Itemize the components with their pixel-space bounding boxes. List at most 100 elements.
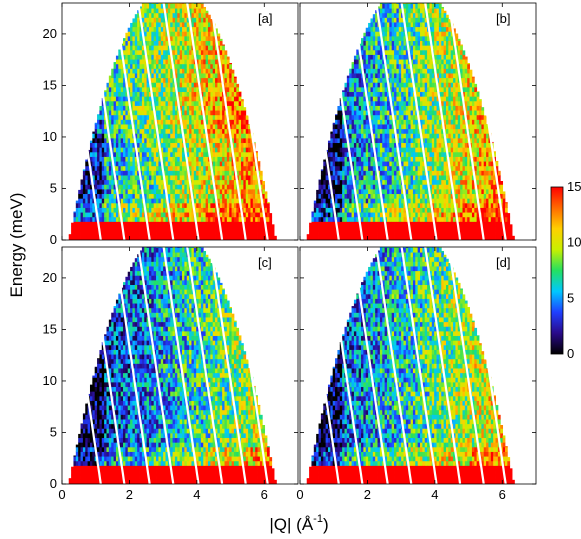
heatmap-cell [92,179,96,185]
heatmap-cell [219,188,223,195]
heatmap-cell [226,226,230,232]
heatmap-cell [153,193,157,199]
heatmap-cell [104,90,107,93]
heatmap-cell [205,91,209,97]
heatmap-cell [396,59,400,65]
heatmap-cell [146,91,150,97]
heatmap-cell [342,119,345,125]
heatmap-cell [266,216,270,222]
heatmap-cell [106,212,110,218]
heatmap-cell [203,170,207,176]
heatmap-cell [320,188,324,195]
heatmap-cell [231,170,235,176]
heatmap-cell [403,3,407,9]
heatmap-cell [167,170,171,176]
heatmap-cell [408,165,411,171]
heatmap-cell [344,226,348,232]
heatmap-cell [370,54,374,60]
heatmap-cell [252,184,256,190]
heatmap-cell [141,142,145,148]
heatmap-cell [337,110,341,116]
heatmap-cell [386,198,390,204]
heatmap-cell [156,35,159,42]
heatmap-cell [389,77,393,83]
heatmap-cell [186,137,190,144]
heatmap-cell [172,110,176,116]
heatmap-cell [160,226,164,232]
heatmap-cell [94,235,98,240]
heatmap-cell [342,207,345,213]
heatmap-cell [193,147,197,153]
heatmap-cell [412,26,416,32]
heatmap-cell [205,35,209,42]
heatmap-cell [370,179,374,185]
heatmap-cell [330,151,334,157]
heatmap-cell [238,124,242,130]
heatmap-cell [370,137,374,144]
heatmap-cell [236,133,240,139]
heatmap-cell [405,175,409,181]
heatmap-cell [167,221,171,227]
heatmap-cell [245,207,249,213]
heatmap-cell [193,133,197,139]
heatmap-cell [231,82,235,88]
heatmap-cell [167,179,171,185]
heatmap-cell [241,179,244,185]
heatmap-cell [158,26,162,32]
heatmap-cell [130,82,133,88]
heatmap-cell [226,230,230,236]
heatmap-cell [356,49,360,51]
heatmap-cell [403,82,407,88]
heatmap-cell [344,161,348,167]
heatmap-cell [191,161,195,167]
heatmap-cell [252,198,256,204]
heatmap-cell [344,207,348,213]
heatmap-cell [163,100,166,106]
heatmap-cell [177,207,181,213]
heatmap-cell [226,156,230,162]
heatmap-cell [144,137,148,144]
heatmap-cell [353,179,357,185]
heatmap-cell [313,212,317,218]
heatmap-cell [368,26,371,32]
heatmap-cell [141,68,145,74]
heatmap-cell [408,96,411,102]
heatmap-cell [182,63,185,69]
heatmap-cell [356,151,360,157]
heatmap-cell [379,22,383,28]
heatmap-cell [394,96,397,102]
heatmap-cell [182,68,185,74]
heatmap-cell [375,147,378,153]
heatmap-cell [191,22,195,28]
heatmap-cell [130,77,133,83]
heatmap-cell [361,142,364,148]
heatmap-cell [252,216,256,222]
heatmap-cell [217,86,221,93]
heatmap-cell [108,221,112,227]
heatmap-cell [144,226,148,232]
heatmap-cell [238,100,242,106]
heatmap-cell [182,73,185,79]
heatmap-cell [125,91,129,97]
heatmap-cell [186,142,190,148]
heatmap-cell [368,188,371,195]
heatmap-cell [203,137,207,144]
heatmap-cell [245,165,249,171]
heatmap-cell [398,49,402,55]
heatmap-cell [361,156,364,162]
heatmap-cell [153,179,157,185]
heatmap-cell [132,68,136,74]
heatmap-cell [120,77,124,83]
heatmap-cell [353,100,357,106]
heatmap-cell [384,86,388,93]
heatmap-cell [219,142,223,148]
heatmap-cell [148,156,152,162]
heatmap-cell [233,114,237,120]
heatmap-cell [410,114,414,120]
heatmap-cell [342,230,345,236]
heatmap-cell [174,3,178,9]
heatmap-cell [370,35,374,42]
heatmap-cell [356,226,360,232]
heatmap-cell [245,202,249,208]
heatmap-cell [89,156,93,162]
